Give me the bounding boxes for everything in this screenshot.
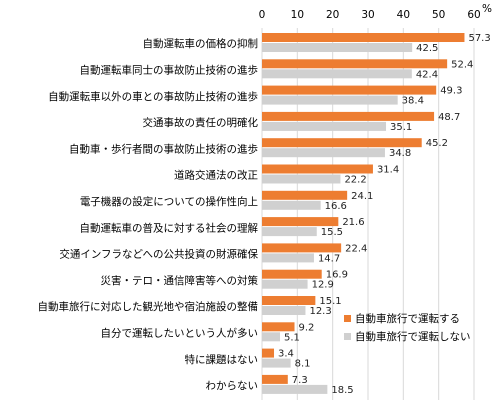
value-label: 15.5: [321, 227, 343, 238]
value-label: 12.9: [312, 280, 334, 291]
bar-drive: [262, 111, 435, 121]
x-tick-label: 0: [259, 9, 266, 21]
legend-label: 自動車旅行で運転しない: [355, 330, 471, 343]
bar-drive: [262, 138, 422, 148]
bar-no-drive: [262, 227, 317, 237]
value-label: 31.4: [377, 165, 399, 176]
bar-drive: [262, 322, 295, 332]
value-labels: 57.3 42.5 52.4 42.449.3 38.4 48.7 35.1 45.2 34.8…: [278, 33, 491, 396]
value-label: 22.2: [344, 175, 366, 186]
bar-drive: [262, 243, 342, 253]
value-label: 22.4: [345, 243, 367, 254]
value-label: 57.3: [468, 33, 490, 44]
bar-no-drive: [262, 121, 387, 131]
legend-swatch: [344, 315, 351, 322]
bar-no-drive: [262, 95, 398, 105]
legend-swatch: [344, 333, 351, 340]
value-label: 9.2: [299, 322, 315, 333]
bar-drive: [262, 269, 322, 279]
grid-lines: [261, 28, 475, 400]
value-label: 16.9: [326, 270, 348, 281]
bar-drive: [262, 33, 465, 42]
category-label: 電子機器の設定についての操作性向上: [80, 195, 258, 208]
category-label: 災害・テロ・通信障害等への対策: [101, 274, 259, 287]
category-label: 自動運転車の価格の抑制: [143, 37, 259, 50]
bar-no-drive: [262, 332, 281, 342]
bar-drive: [262, 59, 448, 69]
bars: [262, 33, 465, 394]
bar-no-drive: [262, 69, 412, 79]
value-label: 48.7: [438, 112, 460, 123]
value-label: 24.1: [351, 191, 373, 202]
value-label: 42.5: [416, 43, 438, 54]
value-label: 52.4: [451, 59, 473, 70]
value-label: 12.3: [309, 306, 331, 317]
value-label: 7.3: [292, 375, 308, 386]
bar-no-drive: [262, 358, 291, 368]
x-tick-label: 60: [467, 9, 480, 21]
bar-no-drive: [262, 384, 328, 394]
bar-no-drive: [262, 43, 413, 52]
legend-label: 自動車旅行で運転する: [355, 312, 460, 325]
value-label: 49.3: [440, 86, 462, 97]
category-label: 自動運転車以外の車との事故防止技術の進歩: [48, 90, 258, 103]
bar-no-drive: [262, 306, 306, 315]
category-label: 交通事故の責任の明確化: [143, 116, 259, 129]
value-label: 16.6: [325, 201, 347, 212]
value-label: 42.4: [416, 69, 438, 80]
category-label: 自動運転車同士の事故防止技術の進歩: [80, 63, 259, 76]
bar-drive: [262, 374, 288, 384]
category-labels: 自動運転車の価格の抑制自動運転車同士の事故防止技術の進歩自動運転車以外の車との事…: [38, 37, 259, 392]
x-tick-label: 20: [326, 9, 339, 21]
category-label: 自分で運転したいという人が多い: [101, 326, 259, 339]
value-label: 3.4: [278, 349, 294, 360]
x-axis-unit: %: [482, 3, 492, 15]
value-label: 45.2: [426, 138, 448, 149]
value-label: 5.1: [284, 332, 300, 343]
value-label: 38.4: [402, 96, 424, 107]
bar-drive: [262, 217, 339, 227]
value-label: 18.5: [331, 385, 353, 396]
x-tick-label: 30: [361, 9, 374, 21]
bar-no-drive: [262, 148, 385, 158]
category-label: 自動車旅行に対応した観光地や宿泊施設の整備: [38, 300, 259, 313]
x-tick-label: 50: [432, 9, 445, 21]
bar-no-drive: [262, 253, 314, 263]
value-label: 15.1: [319, 296, 341, 307]
value-label: 35.1: [390, 122, 412, 133]
bar-drive: [262, 296, 316, 305]
x-axis-ticks: 0 10 20 30 40 50 60%: [259, 3, 492, 21]
x-tick-label: 40: [397, 9, 410, 21]
bar-no-drive: [262, 279, 308, 289]
category-label: 特に課題はない: [185, 353, 259, 366]
value-label: 14.7: [318, 253, 340, 264]
value-label: 34.8: [389, 148, 411, 159]
bar-drive: [262, 348, 275, 358]
category-label: 道路交通法の改正: [174, 169, 258, 182]
value-label: 8.1: [295, 359, 311, 370]
value-label: 21.6: [342, 217, 364, 228]
x-tick-label: 10: [291, 9, 304, 21]
category-label: 自動車・歩行者間の事故防止技術の進歩: [69, 142, 258, 155]
bar-drive: [262, 190, 348, 200]
category-label: わからない: [206, 380, 259, 392]
bar-no-drive: [262, 200, 321, 210]
bar-no-drive: [262, 174, 341, 184]
bar-drive: [262, 85, 437, 95]
bar-drive: [262, 164, 373, 174]
category-label: 交通インフラなどへの公共投資の財源確保: [59, 248, 258, 261]
category-label: 自動運転車の普及に対する社会の理解: [80, 221, 259, 234]
